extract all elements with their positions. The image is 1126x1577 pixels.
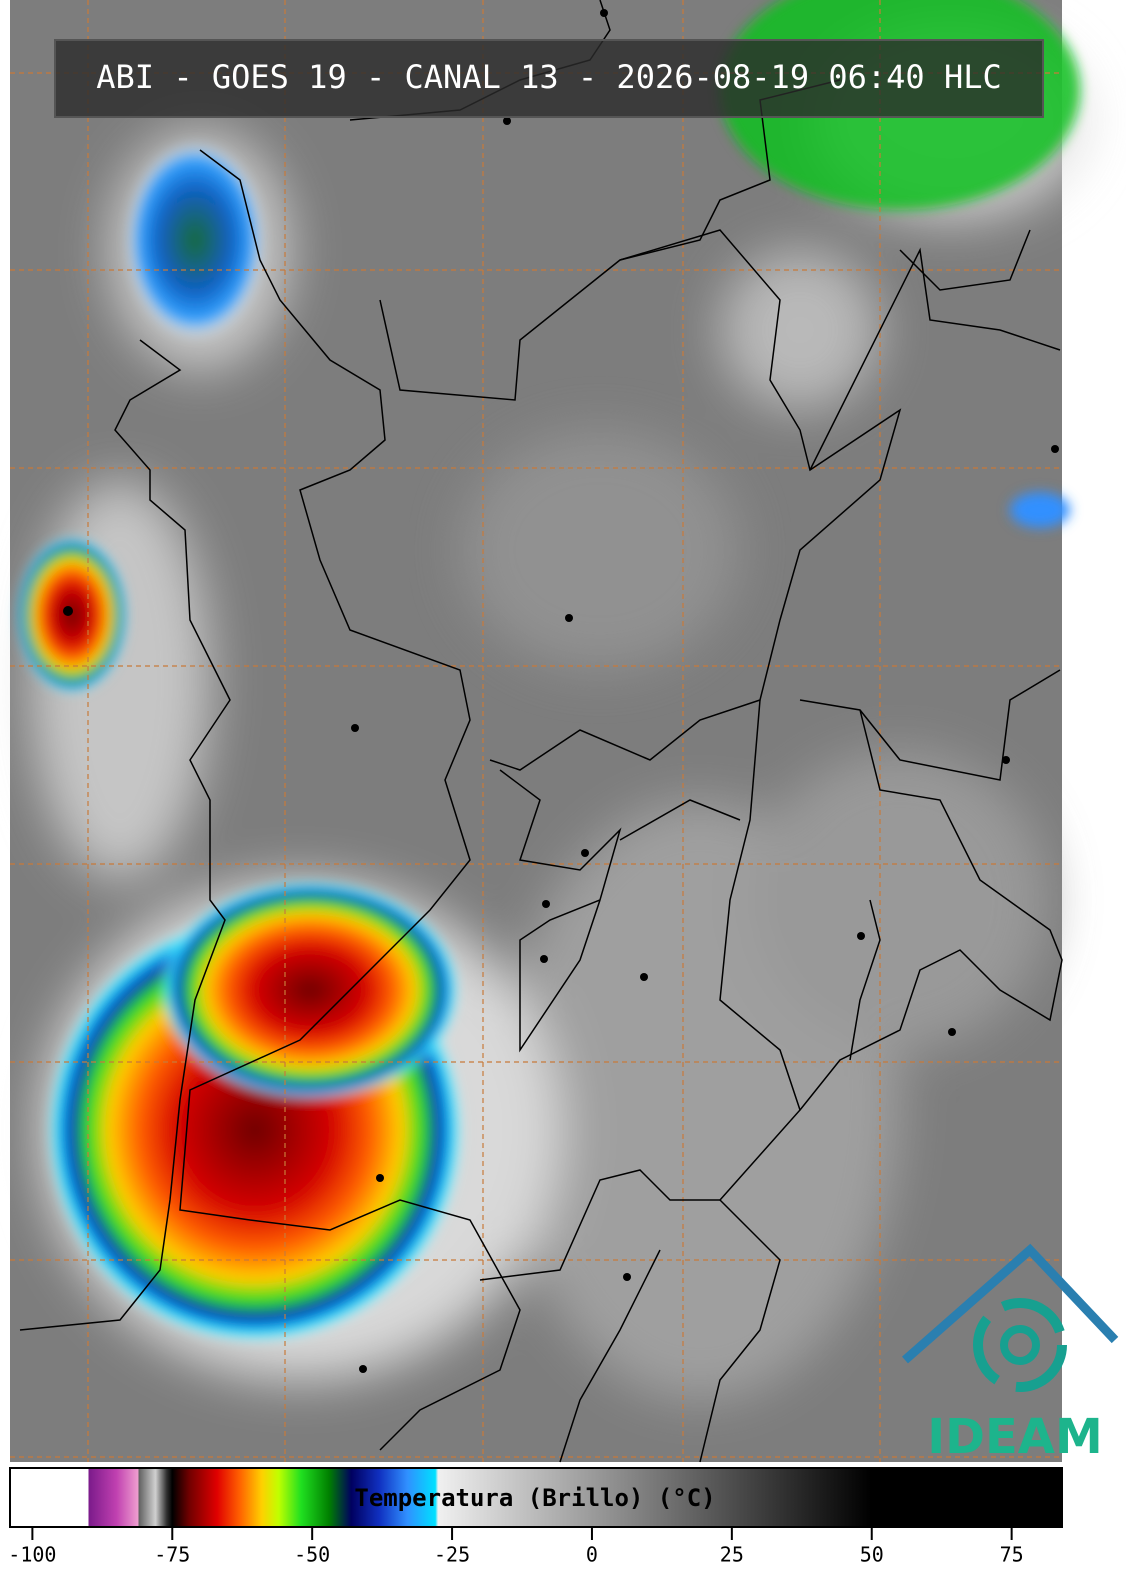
colorbar-tick-label: -75 <box>154 1543 190 1567</box>
logo-text: IDEAM <box>927 1409 1102 1465</box>
colorbar-label: Temperatura (Brillo) (°C) <box>354 1484 715 1512</box>
satellite-map <box>10 0 1090 1463</box>
colorbar-tick-label: 0 <box>586 1543 598 1567</box>
title-box <box>54 39 1044 118</box>
colorbar-tick-label: -100 <box>8 1543 56 1567</box>
logo: IDEAM <box>902 1243 1119 1465</box>
colorbar: Temperatura (Brillo) (°C) -100 -75 -50 -25 0… <box>8 1467 1063 1567</box>
title: ABI - GOES 19 - CANAL 13 - 2026-08-19 06… <box>96 58 1001 96</box>
colorbar-tick-label: -25 <box>434 1543 470 1567</box>
colorbar-tick-label: -50 <box>294 1543 330 1567</box>
colorbar-tick-label: 75 <box>1000 1543 1024 1567</box>
colorbar-tick-label: 50 <box>860 1543 884 1567</box>
colorbar-tick-label: 25 <box>720 1543 744 1567</box>
colorbar-gradient <box>9 1467 1063 1528</box>
